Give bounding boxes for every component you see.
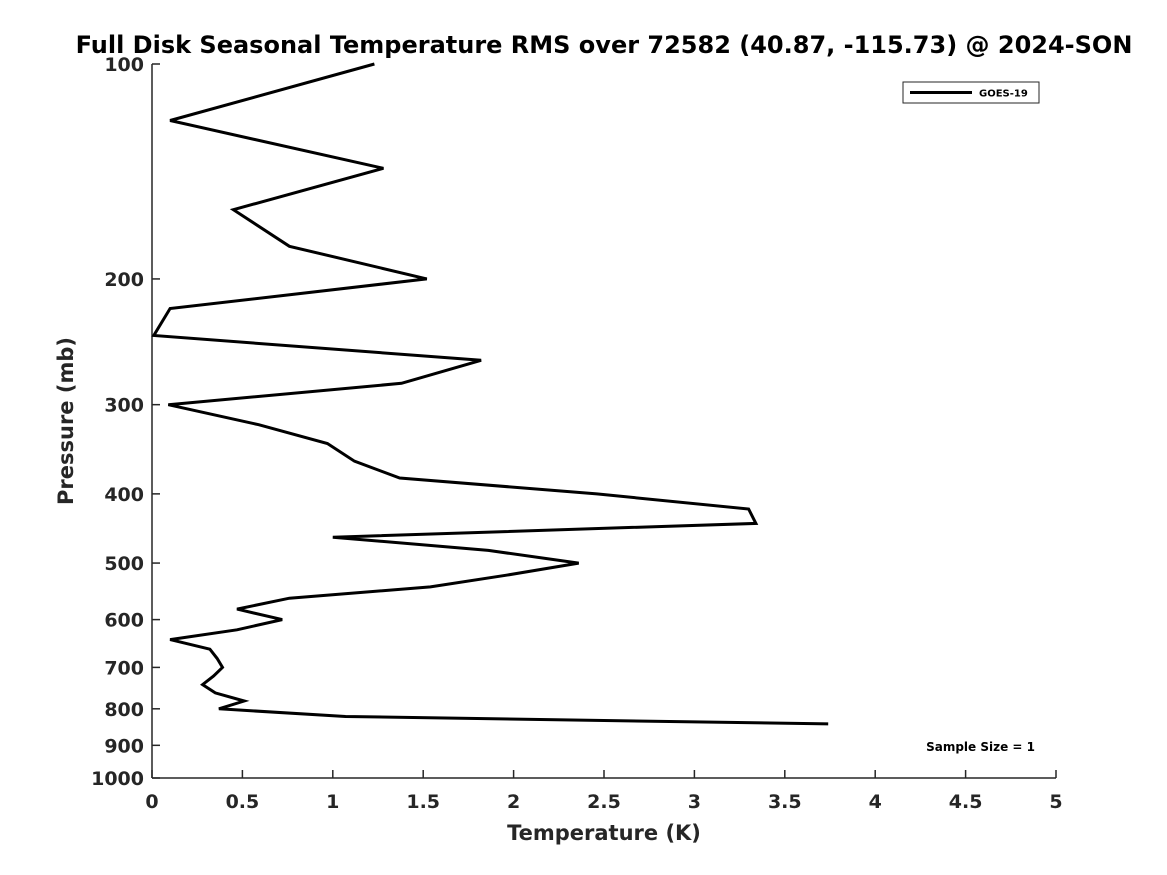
legend: GOES-19 bbox=[902, 81, 1040, 104]
x-tick-label: 2 bbox=[507, 791, 520, 813]
y-tick-label: 700 bbox=[104, 657, 144, 679]
x-tick-label: 2.5 bbox=[587, 791, 621, 813]
x-tick-label: 4 bbox=[869, 791, 882, 813]
x-axis-label: Temperature (K) bbox=[507, 821, 701, 845]
series-line-goes-19 bbox=[151, 62, 829, 726]
x-tick-label: 0.5 bbox=[226, 791, 260, 813]
y-tick-label: 300 bbox=[104, 395, 144, 417]
x-tick-label: 1 bbox=[326, 791, 339, 813]
x-tick-label: 3 bbox=[688, 791, 701, 813]
x-tick-label: 0 bbox=[145, 791, 158, 813]
y-tick-label: 900 bbox=[104, 735, 144, 757]
y-tick-label: 100 bbox=[104, 54, 144, 76]
y-tick-label: 600 bbox=[104, 610, 144, 632]
x-tick-label: 5 bbox=[1049, 791, 1062, 813]
sample-size-annotation: Sample Size = 1 bbox=[926, 740, 1035, 754]
chart-title: Full Disk Seasonal Temperature RMS over … bbox=[76, 31, 1133, 59]
y-axis-ticks: 100 200 300 400 500 600 700 800 900 1000 bbox=[91, 54, 160, 790]
y-tick-label: 500 bbox=[104, 553, 144, 575]
y-tick-label: 1000 bbox=[91, 768, 144, 790]
series-layer bbox=[151, 62, 829, 726]
x-tick-label: 4.5 bbox=[949, 791, 983, 813]
y-tick-label: 800 bbox=[104, 699, 144, 721]
y-tick-label: 400 bbox=[104, 484, 144, 506]
y-tick-label: 200 bbox=[104, 269, 144, 291]
x-tick-label: 3.5 bbox=[768, 791, 802, 813]
x-axis-ticks: 0 0.5 1 1.5 2 2.5 3 3.5 4 4.5 5 bbox=[145, 770, 1063, 813]
x-tick-label: 1.5 bbox=[406, 791, 440, 813]
y-axis-label: Pressure (mb) bbox=[54, 337, 78, 505]
legend-label: GOES-19 bbox=[979, 89, 1028, 100]
